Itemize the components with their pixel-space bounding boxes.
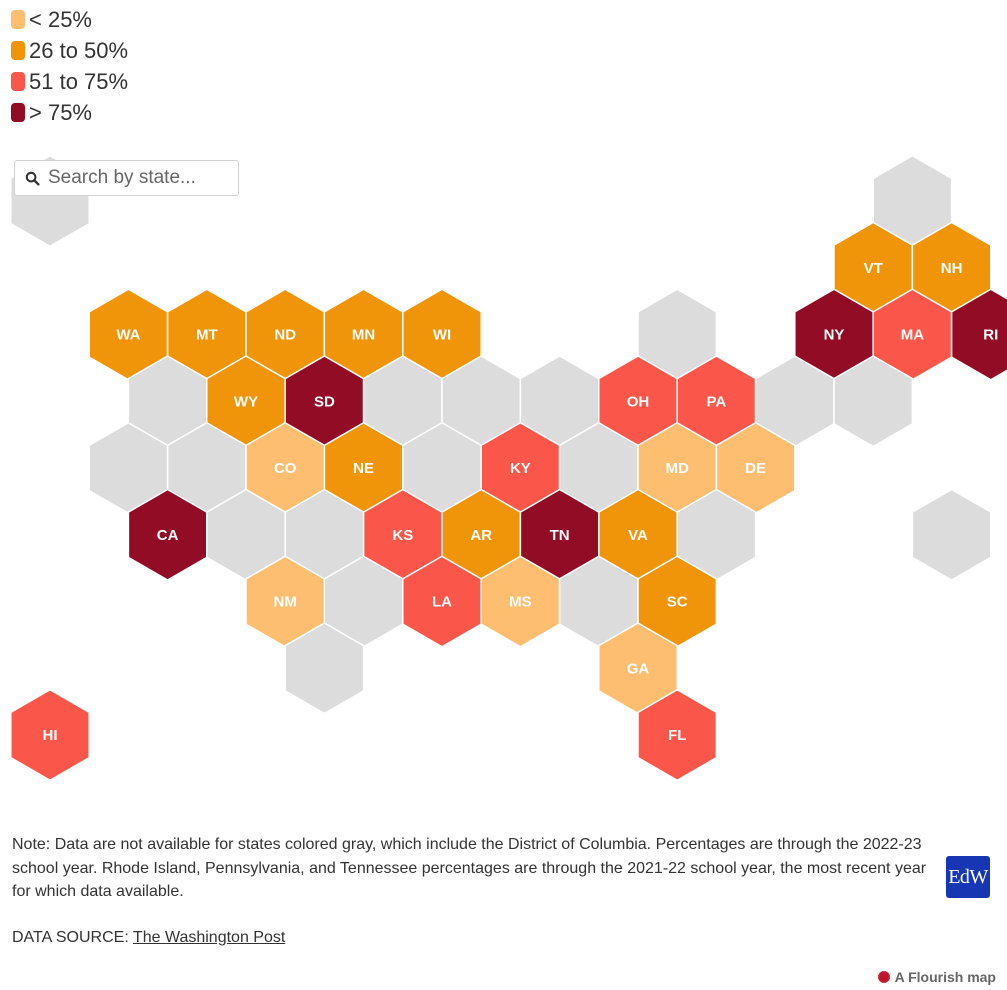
state-label: GA (627, 660, 650, 677)
flourish-credit-label: A Flourish map (894, 969, 996, 985)
state-label: NM (274, 594, 297, 611)
state-label: MA (901, 327, 924, 344)
state-hex (637, 688, 718, 782)
state-label: MN (352, 327, 375, 344)
legend-swatch (11, 72, 25, 91)
state-label: NE (353, 460, 374, 477)
state-tile-hi[interactable]: HI (10, 688, 90, 782)
legend-swatch (11, 103, 25, 122)
state-label: RI (983, 327, 998, 344)
state-tile-vt[interactable]: VT (833, 221, 914, 314)
state-label: WY (234, 393, 258, 410)
legend: < 25% 26 to 50% 51 to 75% > 75% (11, 4, 128, 128)
state-label: TN (550, 527, 570, 544)
search-icon (25, 171, 40, 186)
state-label: ND (274, 327, 296, 344)
state-label: CO (274, 460, 297, 477)
state-hex (911, 488, 992, 581)
source-link[interactable]: The Washington Post (132, 929, 286, 946)
state-label: CA (157, 527, 179, 544)
search-input[interactable] (48, 167, 218, 189)
search-box (14, 160, 239, 196)
hex-map: VT NH WA MT ND MN WI NY MA RI WY SD OH PA CO NE KY MD DE CA… (10, 154, 1007, 782)
legend-swatch (11, 10, 25, 29)
legend-item-26-to-50[interactable]: 26 to 50% (11, 35, 128, 66)
legend-item-51-to-75[interactable]: 51 to 75% (11, 66, 128, 97)
legend-item-under-25[interactable]: < 25% (11, 4, 128, 35)
state-hex (950, 288, 1007, 381)
state-hex (833, 355, 914, 448)
legend-label: 51 to 75% (29, 68, 129, 94)
state-tile-ri[interactable]: RI (950, 288, 1007, 381)
legend-label: < 25% (29, 6, 92, 32)
note-text: Note: Data are not available for states … (12, 836, 927, 900)
legend-label: > 75% (29, 99, 92, 125)
state-tile-no-data[interactable] (284, 622, 365, 715)
state-hex (10, 688, 90, 782)
state-tile-ga[interactable]: GA (598, 622, 678, 715)
state-tile-no-data[interactable] (911, 488, 992, 581)
state-tile-nh[interactable]: NH (911, 221, 992, 314)
state-label: MD (666, 460, 689, 477)
state-label: AR (470, 527, 492, 544)
flourish-credit[interactable]: A Flourish map (877, 969, 996, 985)
state-label: WA (116, 327, 140, 344)
state-label: MT (196, 327, 218, 344)
state-label: SD (314, 393, 335, 410)
state-label: KY (510, 460, 531, 477)
state-label: VA (628, 527, 648, 544)
state-label: PA (707, 393, 727, 410)
legend-label: 26 to 50% (29, 37, 129, 63)
edweek-logo[interactable]: EdW (946, 856, 990, 898)
state-tile-de[interactable]: DE (715, 421, 796, 515)
data-source: DATA SOURCE: The Washington Post (12, 929, 285, 947)
state-label: FL (668, 727, 686, 744)
state-label: SC (667, 594, 688, 611)
state-label: NY (824, 327, 845, 344)
state-label: WI (433, 327, 451, 344)
state-label: KS (392, 527, 413, 544)
state-tile-co[interactable]: CO (245, 421, 326, 515)
state-label: VT (864, 260, 883, 277)
source-prefix: DATA SOURCE: (12, 929, 133, 946)
state-tile-fl[interactable]: FL (637, 688, 718, 782)
state-label: NH (941, 260, 963, 277)
state-label: LA (432, 594, 452, 611)
state-label: MS (509, 594, 532, 611)
state-label: DE (745, 460, 766, 477)
legend-item-over-75[interactable]: > 75% (11, 97, 128, 128)
legend-swatch (11, 41, 25, 60)
state-label: OH (627, 393, 650, 410)
state-hex (284, 622, 365, 715)
state-label: HI (43, 727, 58, 744)
state-tile-no-data[interactable] (833, 355, 914, 448)
flourish-icon (877, 971, 890, 983)
